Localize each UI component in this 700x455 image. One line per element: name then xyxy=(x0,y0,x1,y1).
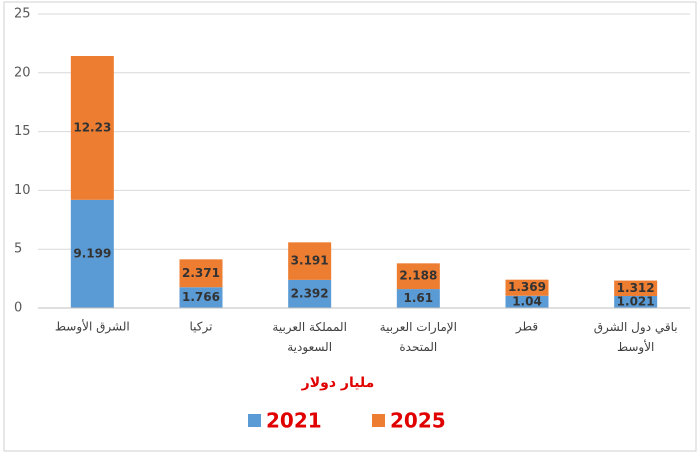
data-label: 2.371 xyxy=(182,266,220,280)
y-tick-label: 0 xyxy=(14,301,22,316)
y-tick-label: 25 xyxy=(14,7,31,22)
bar-segment xyxy=(70,199,114,308)
y-tick-label: 5 xyxy=(14,242,22,257)
data-label: 2.392 xyxy=(291,286,329,300)
x-tick-label: الشرق الأوسط xyxy=(55,319,130,335)
data-label: 1.021 xyxy=(617,294,655,308)
data-label: 1.61 xyxy=(404,291,434,305)
bar-segment xyxy=(396,263,440,290)
y-tick-label: 20 xyxy=(14,65,31,80)
data-label: 1.369 xyxy=(508,280,546,294)
y-tick-label: 10 xyxy=(14,183,31,198)
x-tick-label: المملكة العربية السعودية xyxy=(272,320,347,355)
bar-segment xyxy=(614,280,658,296)
bar-segment xyxy=(505,279,549,296)
data-label: 1.766 xyxy=(182,290,220,304)
x-tick-label: قطر xyxy=(515,320,538,335)
bar-segment xyxy=(179,259,223,288)
data-label: 1.312 xyxy=(617,281,655,295)
data-label: 2.188 xyxy=(399,269,437,283)
x-tick-label: الإمارات العربية المتحدة xyxy=(380,320,457,354)
bar-segment xyxy=(288,279,332,308)
bar-segment xyxy=(505,295,549,308)
legend-swatch xyxy=(248,414,261,427)
legend-label: 2025 xyxy=(390,409,446,433)
x-tick-label: تركيا xyxy=(190,320,213,335)
axis-label: مليار دولار xyxy=(301,375,375,391)
legend-label: 2021 xyxy=(266,409,322,433)
data-label: 12.23 xyxy=(73,120,111,134)
legend-swatch xyxy=(372,414,385,427)
x-tick-label: باقي دول الشرق الأوسط xyxy=(594,320,678,355)
bar-segment xyxy=(179,287,223,308)
bar-segment xyxy=(70,55,114,200)
data-label: 9.199 xyxy=(73,246,111,260)
data-label: 3.191 xyxy=(291,254,329,268)
y-tick-label: 15 xyxy=(14,124,31,139)
data-label: 1.04 xyxy=(512,294,542,308)
chart-border xyxy=(3,1,697,452)
bar-segment xyxy=(396,289,440,308)
bar-segment xyxy=(614,295,658,308)
bar-segment xyxy=(288,242,332,280)
